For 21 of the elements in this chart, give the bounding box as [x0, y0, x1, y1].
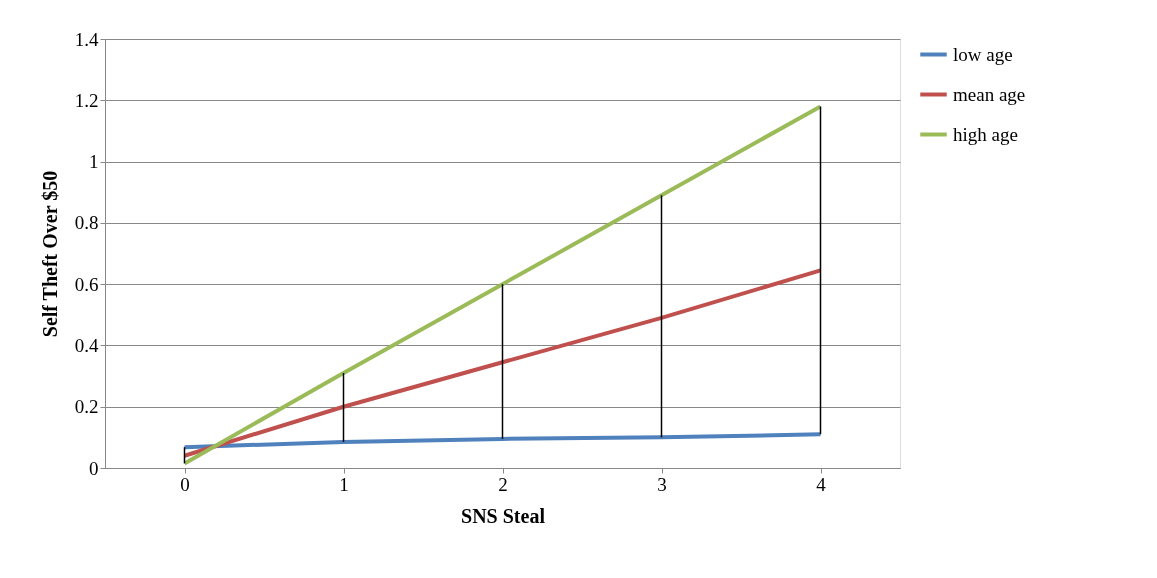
y-tick-label: 0.2 — [74, 396, 99, 418]
x-tick-label: 0 — [180, 473, 190, 495]
line-series — [182, 432, 823, 450]
x-tick-label: 3 — [657, 473, 667, 495]
x-tick-label: 4 — [816, 473, 827, 495]
x-axis-title: SNS Steal — [461, 504, 546, 527]
y-tick-label: 0.8 — [74, 212, 99, 234]
y-axis-title: Self Theft Over $50 — [38, 170, 61, 338]
y-tick-label: 0.6 — [74, 273, 99, 295]
legend-label: mean age — [953, 83, 1026, 105]
x-tick-label: 1 — [339, 473, 349, 495]
y-tick-label: 0.4 — [74, 334, 99, 356]
y-tick-label: 1 — [89, 151, 99, 173]
y-tick-label: 0 — [89, 457, 99, 479]
legend-label: high age — [953, 123, 1018, 145]
y-tick-label: 1.2 — [74, 89, 99, 111]
x-tick-label: 2 — [498, 473, 508, 495]
line-series — [182, 104, 823, 466]
legend-label: low age — [953, 43, 1013, 65]
y-tick-label: 1.4 — [74, 28, 99, 50]
line-series — [182, 268, 823, 458]
